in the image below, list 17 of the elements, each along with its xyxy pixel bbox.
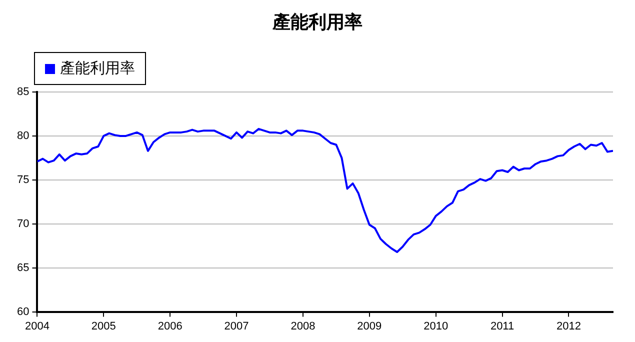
y-tick-label: 75 — [16, 174, 30, 186]
x-tick-label: 2012 — [556, 320, 581, 332]
y-tick-label: 60 — [16, 306, 30, 318]
y-tick-label: 80 — [16, 130, 30, 142]
y-tick-label: 70 — [16, 218, 30, 230]
x-tick-label: 2006 — [158, 320, 182, 332]
y-tick-label: 65 — [16, 262, 30, 274]
x-tick-label: 2010 — [424, 320, 448, 332]
x-tick-label: 2007 — [224, 320, 249, 332]
x-tick-label: 2011 — [490, 320, 514, 332]
legend-label: 產能利用率 — [60, 59, 135, 78]
x-tick-label: 2008 — [290, 320, 316, 332]
chart-title: 產能利用率 — [272, 11, 364, 34]
x-tick-label: 2009 — [357, 320, 382, 332]
x-tick-label: 2005 — [91, 320, 116, 332]
x-tick-label: 2004 — [24, 320, 50, 332]
y-tick-label: 85 — [16, 86, 30, 98]
